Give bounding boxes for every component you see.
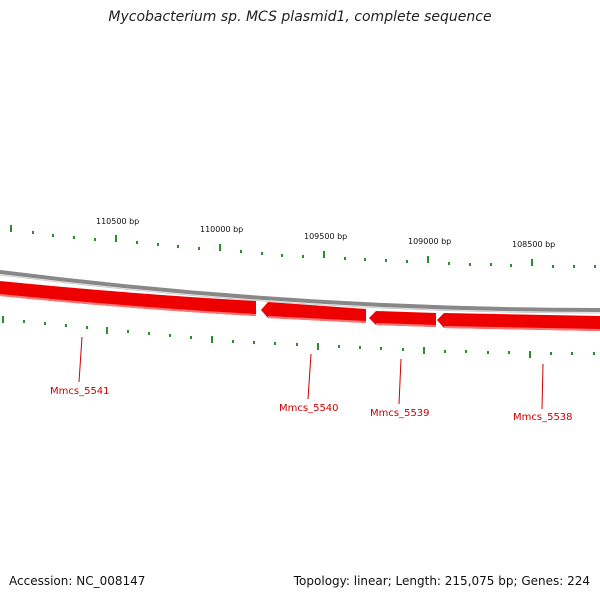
gene-leader-line bbox=[541, 363, 544, 410]
gene-mmcs-5538[interactable] bbox=[437, 313, 600, 331]
tick-label: 108500 bp bbox=[512, 240, 555, 249]
tick-label: 110500 bp bbox=[96, 217, 139, 226]
gene-label: Mmcs_5539 bbox=[370, 408, 430, 419]
gene-track bbox=[0, 281, 600, 331]
gene-leader-line bbox=[307, 353, 312, 400]
gene-label: Mmcs_5538 bbox=[513, 412, 573, 423]
sequence-summary: Topology: linear; Length: 215,075 bp; Ge… bbox=[293, 574, 590, 588]
gene-label: Mmcs_5541 bbox=[50, 386, 110, 397]
sequence-backbone bbox=[0, 270, 600, 312]
tick-label: 109500 bp bbox=[304, 232, 347, 241]
gene-mmcs-5541[interactable] bbox=[0, 281, 256, 316]
gene-label: Mmcs_5540 bbox=[279, 403, 339, 414]
gene-leader-line bbox=[78, 336, 83, 383]
outer-scale bbox=[10, 225, 596, 268]
tick-label: 109000 bp bbox=[408, 237, 451, 246]
tick-label: 110000 bp bbox=[200, 225, 243, 234]
inner-scale bbox=[2, 316, 595, 358]
map-title: Mycobacterium sp. MCS plasmid1, complete… bbox=[108, 9, 492, 25]
gene-leader-line bbox=[398, 358, 402, 405]
gene-mmcs-5539[interactable] bbox=[369, 311, 436, 327]
accession-label: Accession: NC_008147 bbox=[9, 574, 146, 588]
